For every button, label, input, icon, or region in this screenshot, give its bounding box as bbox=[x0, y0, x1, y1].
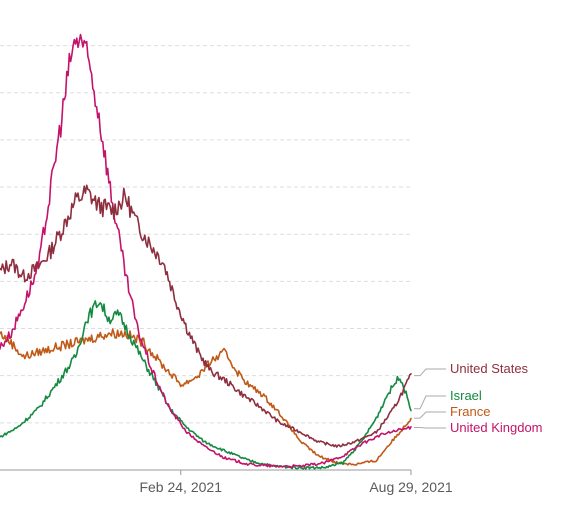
series-line-united-kingdom bbox=[0, 33, 412, 469]
series-line-israel bbox=[0, 300, 412, 470]
series-label-united-kingdom: United Kingdom bbox=[450, 420, 543, 435]
x-tick-label: Aug 29, 2021 bbox=[369, 479, 453, 495]
x-axis bbox=[0, 469, 412, 475]
x-tick-labels: Feb 24, 2021 Aug 29, 2021 bbox=[139, 479, 452, 495]
series-label-france: France bbox=[450, 404, 490, 419]
gridlines bbox=[0, 45, 411, 424]
series-label-united-states: United States bbox=[450, 361, 529, 376]
x-tick-label: Feb 24, 2021 bbox=[139, 479, 222, 495]
label-connector bbox=[414, 411, 446, 419]
series-lines bbox=[0, 33, 412, 470]
label-connector bbox=[414, 395, 446, 410]
label-connector bbox=[414, 368, 446, 377]
series-line-france bbox=[0, 328, 412, 466]
series-line-united-states bbox=[0, 184, 412, 448]
series-label-israel: Israel bbox=[450, 388, 482, 403]
